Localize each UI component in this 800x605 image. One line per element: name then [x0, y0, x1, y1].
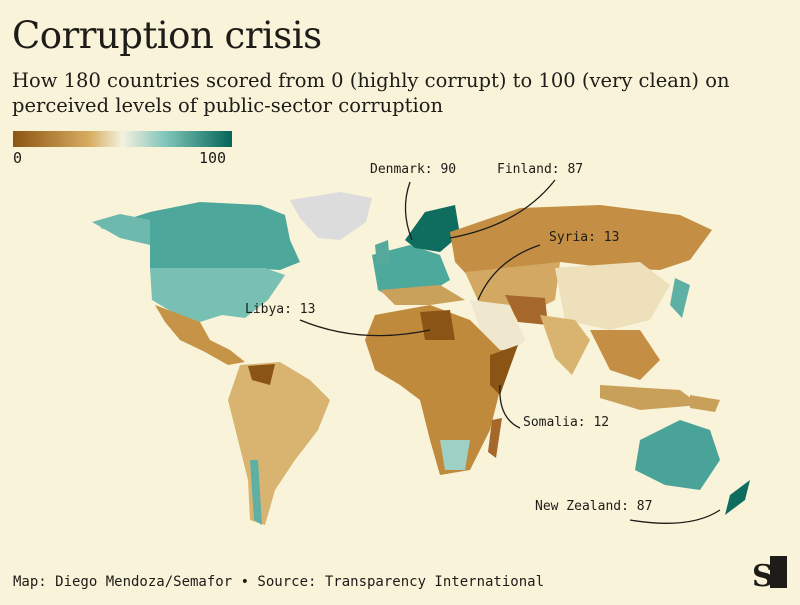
region-indonesia: [600, 385, 700, 410]
region-arabia: [470, 300, 525, 360]
region-africa: [365, 305, 515, 475]
region-mexico: [155, 305, 245, 365]
region-chile-uruguay: [250, 460, 262, 525]
annotation-libya: Libya: 13: [245, 302, 316, 317]
annotation-denmark: Denmark: 90: [370, 162, 457, 177]
region-greenland: [290, 192, 372, 240]
region-scandinavia: [405, 205, 460, 252]
arrow-syria: [477, 244, 541, 301]
logo-semafor: S: [752, 556, 787, 594]
region-madagascar: [488, 418, 502, 458]
region-alaska: [92, 214, 150, 245]
source-credit: Map: Diego Mendoza/Semafor • Source: Tra…: [13, 574, 545, 590]
region-uk: [375, 240, 390, 265]
legend-min-label: 0: [13, 149, 23, 167]
region-south-america: [228, 362, 330, 525]
region-new-zealand: [725, 480, 750, 515]
region-iran: [505, 295, 548, 325]
region-papua: [690, 395, 720, 412]
region-venezuela: [248, 364, 275, 385]
annotation-new-zealand: New Zealand: 87: [535, 499, 653, 514]
annotation-arrows: [299, 179, 721, 524]
region-south-africa-botswana: [440, 440, 470, 470]
region-china: [555, 262, 670, 330]
arrow-somalia: [499, 384, 521, 429]
region-libya: [420, 310, 455, 340]
annotation-syria: Syria: 13: [549, 230, 620, 245]
region-canada: [100, 202, 300, 270]
region-russia: [450, 205, 712, 278]
region-india: [540, 315, 590, 375]
region-usa: [150, 268, 285, 322]
arrow-denmark: [404, 181, 413, 241]
region-japan: [670, 278, 690, 318]
arrow-new-zealand: [629, 509, 721, 524]
arrow-finland: [449, 179, 556, 239]
annotation-somalia: Somalia: 12: [523, 415, 610, 430]
page-title: Corruption crisis: [12, 14, 322, 57]
arrow-libya: [299, 319, 431, 337]
annotation-finland: Finland: 87: [497, 162, 584, 177]
region-somalia: [490, 345, 518, 395]
region-southeast-asia: [590, 330, 660, 380]
region-southern-europe: [380, 285, 465, 305]
legend-color-scale: [13, 131, 232, 147]
svg-text:S: S: [752, 559, 774, 594]
subtitle: How 180 countries scored from 0 (highly …: [12, 69, 730, 117]
legend-max-label: 100: [199, 149, 227, 167]
region-australia: [635, 420, 720, 490]
